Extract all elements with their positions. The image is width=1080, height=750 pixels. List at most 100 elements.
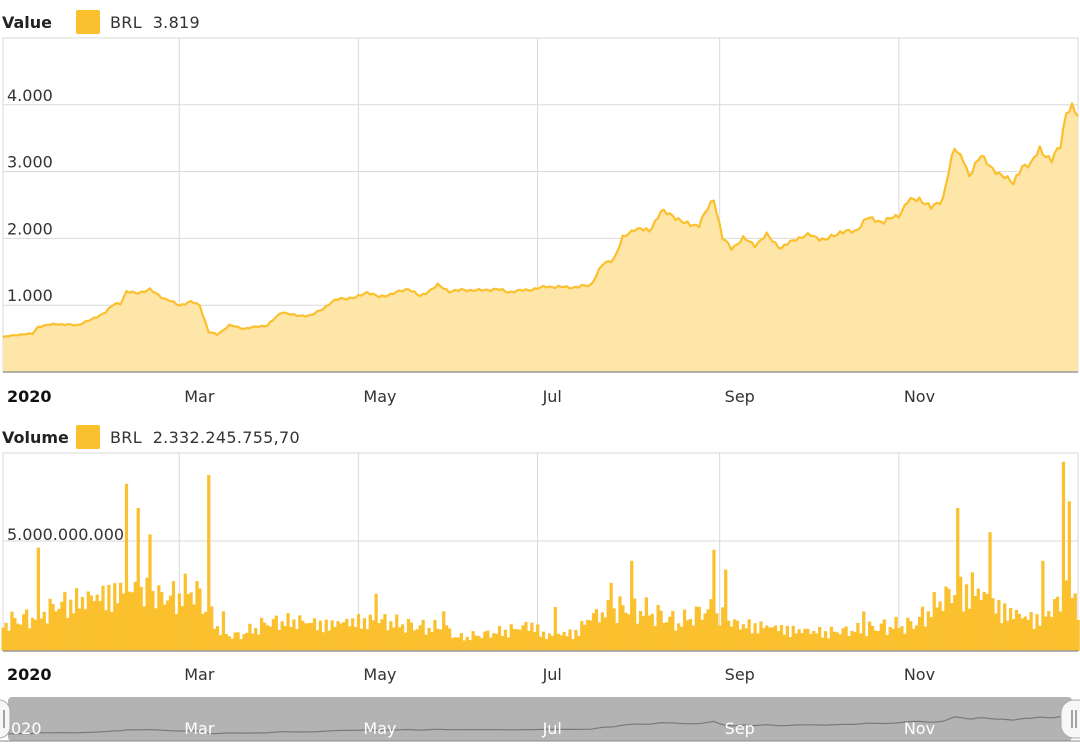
volume-bar	[186, 594, 190, 651]
volume-legend-swatch[interactable]	[76, 425, 100, 449]
volume-bar	[403, 632, 408, 651]
volume-bar	[274, 615, 278, 651]
volume-bar	[544, 639, 549, 651]
volume-bar	[4, 622, 8, 651]
navigator-right-handle[interactable]	[1060, 699, 1080, 739]
navigator-month-label: Sep	[725, 719, 755, 738]
volume-bar	[377, 623, 381, 651]
volume-bar	[677, 623, 681, 651]
volume-bar	[104, 610, 108, 651]
volume-bar	[66, 618, 70, 651]
volume-bar	[189, 592, 193, 651]
volume-bar	[791, 625, 795, 651]
volume-bar	[19, 624, 23, 651]
volume-legend-label[interactable]: BRL 2.332.245.755,70	[110, 428, 300, 447]
volume-bar	[571, 639, 575, 651]
volume-bar	[1017, 613, 1022, 651]
volume-bar	[1061, 461, 1066, 651]
volume-panel-title: Volume	[2, 427, 69, 447]
volume-bar	[336, 621, 340, 651]
volume-bar	[1000, 623, 1004, 651]
volume-bar	[213, 628, 217, 651]
volume-bar	[1044, 616, 1048, 651]
volume-bar	[768, 627, 772, 651]
volume-bar	[1, 627, 5, 651]
volume-bar	[991, 598, 995, 651]
volume-bar	[483, 631, 487, 651]
volume-bar	[121, 593, 126, 651]
volume-bar	[832, 631, 836, 651]
volume-bar	[124, 483, 129, 651]
volume-bar	[351, 618, 355, 651]
volume-bar	[192, 604, 196, 651]
volume-bar	[959, 576, 963, 651]
volume-legend-current: 2.332.245.755,70	[152, 427, 301, 447]
volume-bar	[242, 634, 246, 651]
volume-bar	[345, 618, 349, 651]
volume-bar	[500, 636, 505, 651]
volume-bar	[724, 569, 728, 651]
volume-bar	[227, 636, 231, 651]
volume-bar	[1055, 596, 1060, 651]
value-legend-swatch[interactable]	[76, 10, 100, 34]
volume-bar	[436, 628, 440, 651]
volume-bar	[656, 604, 660, 651]
volume-bar	[850, 630, 854, 651]
volume-bar	[932, 592, 936, 651]
volume-bar	[594, 609, 599, 651]
volume-bar	[45, 623, 49, 651]
volume-bar	[265, 625, 270, 651]
volume-bar	[380, 619, 384, 651]
volume-bar	[920, 606, 925, 651]
volume-bar	[885, 634, 889, 651]
volume-bar	[398, 627, 402, 651]
volume-bar	[900, 626, 904, 651]
time-axis-month-label: Nov	[904, 387, 935, 406]
volume-bar	[909, 621, 913, 651]
volume-bar	[289, 627, 293, 651]
volume-bar	[674, 630, 678, 651]
volume-bar	[371, 620, 375, 651]
volume-bar	[1003, 603, 1007, 651]
volume-bar	[841, 628, 845, 651]
volume-bar	[524, 622, 528, 651]
time-axis-year-label: 2020	[7, 387, 52, 406]
volume-bar	[327, 630, 331, 651]
volume-bar	[80, 597, 85, 651]
volume-bar	[353, 626, 358, 651]
volume-bar	[712, 549, 716, 651]
time-axis-month-label: Sep	[725, 387, 755, 406]
volume-bar	[503, 629, 508, 651]
volume-bar	[700, 619, 704, 651]
volume-bar	[7, 630, 11, 651]
volume-bar	[856, 622, 860, 651]
volume-bar	[201, 613, 205, 651]
volume-bar	[653, 626, 657, 651]
volume-bar	[497, 626, 502, 651]
volume-bar	[22, 614, 26, 651]
navigator-left-handle[interactable]	[0, 699, 11, 739]
volume-bar	[477, 636, 481, 651]
volume-bar	[944, 586, 948, 651]
volume-bar	[107, 584, 111, 651]
volume-bar	[486, 630, 490, 651]
volume-bar	[650, 613, 654, 651]
value-legend-label[interactable]: BRL 3.819	[110, 13, 200, 32]
volume-bar	[374, 593, 378, 651]
volume-bar	[298, 615, 302, 651]
volume-bar	[456, 637, 461, 651]
volume-bar	[580, 621, 584, 651]
volume-bar	[392, 627, 396, 651]
volume-bar	[356, 614, 361, 651]
volume-bar	[236, 632, 240, 651]
volume-bar	[947, 588, 951, 651]
volume-bar	[897, 628, 901, 651]
time-axis-month-label: May	[363, 387, 396, 406]
volume-bar	[324, 619, 328, 651]
volume-bar	[424, 634, 428, 651]
time-axis-year-label: 2020	[7, 665, 52, 684]
volume-bar	[98, 601, 102, 651]
volume-bar	[145, 577, 149, 651]
volume-bar	[982, 591, 986, 651]
